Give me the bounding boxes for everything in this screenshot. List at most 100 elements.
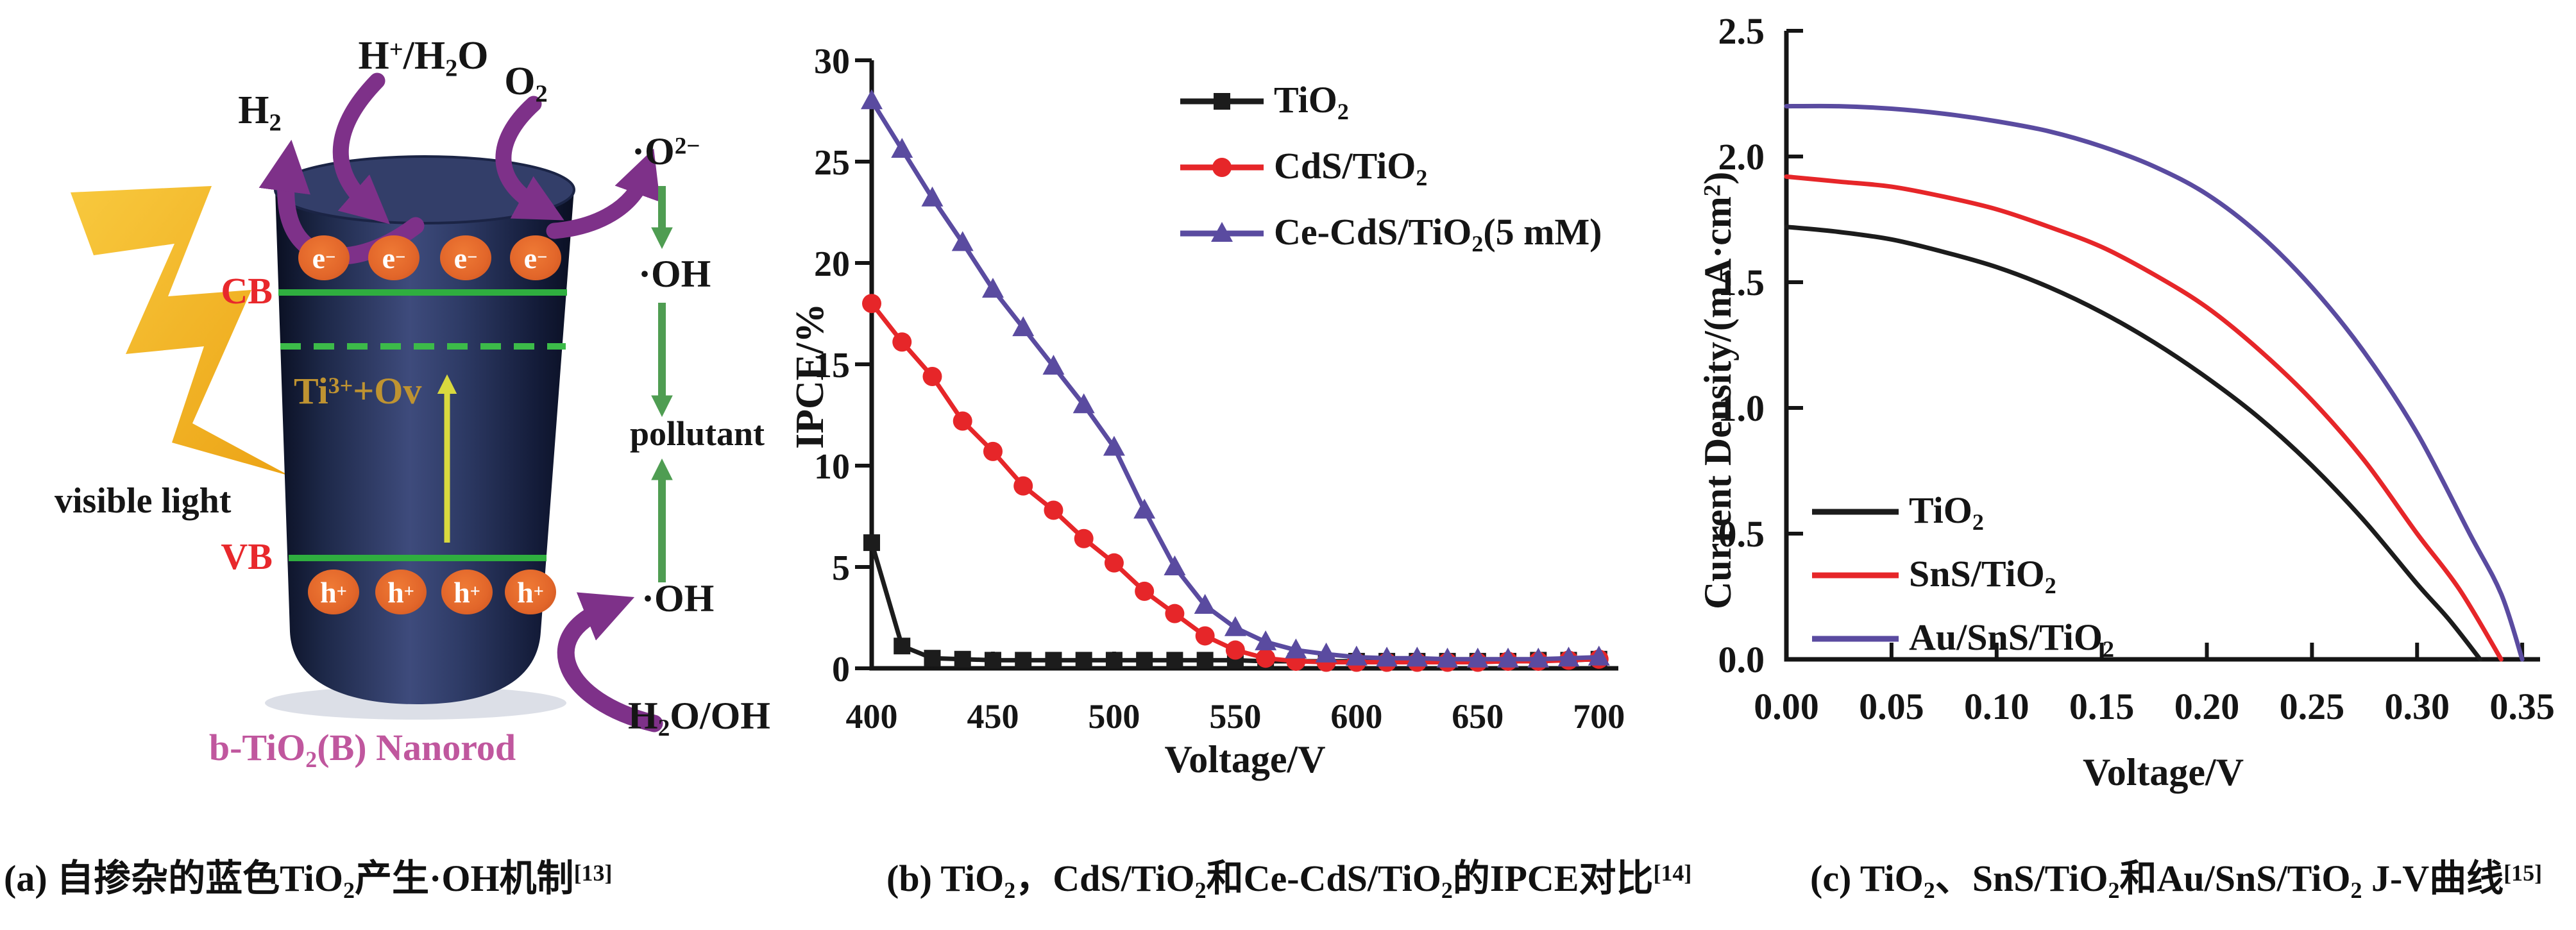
- legend-item-au-sns-tio2: Au/SnS/TiO2: [1812, 616, 2114, 663]
- hole-badge: h +: [441, 570, 493, 614]
- pollutant-label: pollutant: [617, 416, 777, 452]
- marker-ce-cds-tio2: [861, 89, 883, 110]
- text-segment: h: [320, 575, 337, 609]
- visible-light-label: visible light: [55, 482, 311, 520]
- text-segment: IPCE/%: [788, 303, 832, 449]
- text-segment: 2: [1923, 877, 1935, 903]
- electron-badge: e −: [298, 235, 350, 280]
- text-segment: +: [533, 582, 544, 602]
- text-segment: ·OH: [638, 253, 711, 295]
- marker-cds-tio2: [983, 441, 1003, 461]
- marker-ce-cds-tio2: [951, 231, 974, 251]
- marker-cds-tio2: [1195, 626, 1215, 646]
- text-segment: 2: [269, 109, 282, 137]
- text-segment: pollutant: [629, 414, 765, 453]
- text-segment: +: [389, 36, 403, 63]
- hole-badge: h +: [505, 570, 556, 614]
- marker-cds-tio2: [922, 366, 942, 386]
- text-segment: 和Ce-CdS/TiO: [1206, 858, 1441, 899]
- panel-b-ipce-chart: 400 450 500 550 600 650 700 0 5 10 15 20 25 30 IPCE/%…: [757, 0, 1655, 834]
- marker-ce-cds-tio2: [1466, 647, 1489, 668]
- x-tick-label: 400: [846, 697, 898, 736]
- marker-tio2: [1214, 93, 1230, 110]
- marker-ce-cds-tio2: [981, 278, 1004, 298]
- marker-ce-cds-tio2: [1103, 435, 1125, 456]
- marker-tio2: [894, 638, 911, 655]
- text-segment: (B) Nanorod: [317, 727, 516, 768]
- legend-item-tio2: TiO2: [1180, 78, 1602, 125]
- y-tick-label: 2.0: [1718, 136, 1765, 178]
- text-segment: ·O: [632, 130, 675, 173]
- electron-badge: e −: [510, 235, 561, 280]
- text-segment: O: [504, 60, 536, 103]
- text-segment: (5 mM): [1483, 210, 1602, 253]
- x-tick-label: 700: [1573, 697, 1625, 736]
- x-tick-label: 0.05: [1859, 686, 1924, 727]
- legend-sample-tio2: [1812, 509, 1899, 515]
- marker-ce-cds-tio2: [1497, 647, 1520, 668]
- x-tick-label: 600: [1330, 697, 1382, 736]
- h-h2o-label: H+/H2O: [301, 35, 545, 81]
- text-segment: CB: [221, 270, 273, 312]
- marker-tio2: [1045, 652, 1062, 669]
- marker-cds-tio2: [1013, 476, 1033, 496]
- series-line-au-sns-tio2: [1784, 103, 2525, 662]
- y-tick-label: 30: [814, 42, 850, 81]
- marker-tio2: [863, 534, 880, 552]
- text-segment: 2: [1004, 877, 1016, 903]
- marker-tio2: [984, 652, 1001, 669]
- marker-cds-tio2: [1212, 158, 1232, 178]
- text-segment: visible light: [55, 481, 232, 521]
- text-segment: +: [470, 582, 480, 602]
- h2o-oh-label: H2O/OH: [606, 696, 792, 741]
- x-tick-label: 0.00: [1754, 686, 1819, 727]
- text-segment: 的IPCE对比: [1452, 858, 1654, 899]
- o2-label: O2: [487, 60, 564, 107]
- y-tick-label: 25: [814, 143, 850, 183]
- text-segment: H: [358, 34, 389, 78]
- text-segment: O/OH: [670, 695, 770, 737]
- text-segment: ): [1697, 171, 1739, 185]
- text-segment: VB: [221, 536, 273, 577]
- legend-label-au-sns-tio2: Au/SnS/TiO2: [1909, 616, 2114, 663]
- o2-capture-arrow: [495, 96, 564, 221]
- marker-cds-tio2: [1074, 528, 1094, 548]
- panel-c-jv-chart: 0.00 0.05 0.10 0.15 0.20 0.25 0.30 0.35 0.0 0.5 1.…: [1668, 0, 2576, 834]
- marker-ce-cds-tio2: [1255, 630, 1277, 650]
- text-segment: 2: [2103, 636, 2114, 662]
- text-segment: O: [457, 34, 489, 78]
- marker-cds-tio2: [1256, 648, 1276, 668]
- y-tick-label: 0.5: [1718, 513, 1765, 555]
- legend-label-ce-cds-tio2: Ce-CdS/TiO2(5 mM): [1274, 210, 1602, 257]
- series-line-sns-tio2: [1784, 174, 2504, 662]
- marker-ce-cds-tio2: [1557, 647, 1580, 667]
- text-segment: e: [312, 241, 326, 275]
- text-segment: 2: [2350, 877, 2362, 903]
- electron-badge: e −: [440, 235, 491, 280]
- text-segment: 2: [445, 55, 458, 82]
- marker-ce-cds-tio2: [1194, 594, 1216, 614]
- text-segment: Au/SnS/TiO: [1909, 616, 2103, 658]
- marker-ce-cds-tio2: [1012, 316, 1035, 337]
- legend-item-ce-cds-tio2: Ce-CdS/TiO2(5 mM): [1180, 210, 1602, 257]
- legend-item-sns-tio2: SnS/TiO2: [1812, 552, 2114, 599]
- text-segment: +: [403, 582, 414, 602]
- text-segment: ·OH: [641, 577, 715, 620]
- marker-tio2: [954, 650, 971, 668]
- cb-label: CB: [212, 270, 273, 312]
- chart-c-svg: 0.00 0.05 0.10 0.15 0.20 0.25 0.30 0.35 0.0 0.5 1.…: [1718, 10, 2555, 727]
- text-segment: 2: [1471, 230, 1484, 257]
- proton-reduction-arrow: [332, 72, 390, 224]
- chart-b-legend: TiO2 CdS/TiO2 Ce-CdS/TiO2(5 mM): [1180, 78, 1602, 276]
- chart-c-x-axis-title: Voltage/V: [2082, 751, 2244, 793]
- marker-cds-tio2: [1225, 640, 1245, 660]
- superoxide-label: ·O2−: [632, 131, 767, 172]
- text-segment: 2: [1337, 98, 1349, 124]
- text-segment: SnS/TiO: [1909, 552, 2045, 595]
- text-segment: J-V曲线: [2362, 858, 2504, 899]
- y-tick-label: 10: [814, 447, 850, 487]
- marker-ce-cds-tio2: [1345, 645, 1368, 666]
- text-segment: −: [537, 248, 548, 267]
- text-segment: e: [453, 241, 468, 275]
- chart-b-y-axis-title: IPCE/%: [788, 303, 833, 449]
